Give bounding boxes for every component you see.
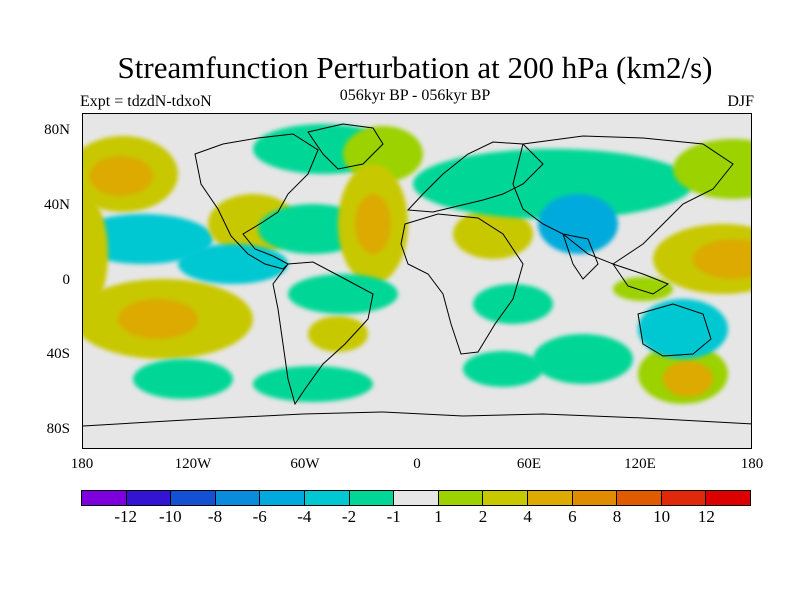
lon-label-180e: 180: [740, 456, 764, 472]
plot-subtitle: 056kyr BP - 056kyr BP: [339, 87, 491, 104]
map-panel: [82, 113, 752, 449]
anomaly-region: [355, 194, 391, 254]
lat-label-0: 0: [62, 272, 71, 288]
colorbar-box: [617, 491, 662, 505]
plot-title: Streamfunction Perturbation at 200 hPa (…: [117, 50, 713, 85]
colorbar-box: [260, 491, 305, 505]
season-label: DJF: [727, 93, 754, 110]
colorbar-box: [215, 491, 261, 505]
lat-label-80s: 80S: [46, 421, 70, 437]
lon-label-60w: 60W: [290, 456, 320, 472]
experiment-label: Expt = tdzdN-tdxoN: [80, 93, 212, 110]
lon-label-120w: 120W: [174, 456, 212, 472]
anomaly-region: [288, 274, 398, 314]
lon-label-60e: 60E: [516, 456, 542, 472]
anomaly-region: [638, 299, 728, 359]
lon-label-0: 0: [413, 456, 421, 472]
colorbar-label: 1: [434, 507, 443, 526]
colorbar-label: 12: [697, 507, 715, 526]
colorbar-label: -4: [297, 507, 312, 526]
streamfunction-field: [83, 123, 751, 427]
colorbar-box: [349, 491, 395, 505]
colorbar-label: -10: [158, 507, 182, 526]
colorbar-box: [438, 491, 484, 505]
colorbar-box: [171, 491, 216, 505]
colorbar-box: [572, 491, 618, 505]
colorbar-box: [304, 491, 350, 505]
anomaly-region: [473, 284, 553, 324]
colorbar-label: 2: [478, 507, 488, 526]
colorbar-label: -6: [252, 507, 267, 526]
colorbar-box: [126, 491, 172, 505]
anomaly-region: [613, 277, 673, 301]
colorbar-label: -12: [114, 507, 137, 526]
colorbar: [81, 490, 751, 506]
anomaly-region: [693, 239, 751, 279]
colorbar-box: [706, 491, 750, 505]
anomaly-region: [133, 359, 233, 399]
anomaly-region: [538, 194, 618, 254]
anomaly-region: [118, 299, 198, 339]
anomaly-region: [253, 366, 373, 402]
anomaly-region: [308, 316, 368, 352]
colorbar-box: [527, 491, 573, 505]
colorbar-label: -1: [386, 507, 401, 526]
colorbar-label: 6: [568, 507, 577, 526]
anomaly-region: [83, 194, 108, 314]
anomaly-region: [663, 361, 713, 397]
colorbar-label: 4: [523, 507, 532, 526]
colorbar-box: [82, 491, 127, 505]
anomaly-region: [89, 156, 153, 196]
anomaly-region: [673, 139, 751, 199]
colorbar-box: [394, 491, 439, 505]
lat-label-40s: 40S: [46, 346, 70, 362]
lon-label-180w: 180: [70, 456, 94, 472]
colorbar-label: 10: [653, 507, 671, 526]
anomaly-region: [533, 334, 633, 384]
anomaly-region: [453, 209, 533, 259]
anomaly-region: [463, 351, 543, 387]
colorbar-label: -2: [341, 507, 357, 526]
colorbar-box: [483, 491, 528, 505]
lat-label-40n: 40N: [44, 197, 70, 213]
anomaly-region: [83, 214, 213, 264]
colorbar-box: [661, 491, 707, 505]
colorbar-label: -8: [207, 507, 223, 526]
lon-label-120e: 120E: [624, 456, 656, 472]
anomaly-region: [178, 244, 288, 284]
coastlines: [83, 123, 751, 427]
colorbar-label: 8: [612, 507, 622, 526]
lat-label-80n: 80N: [44, 122, 70, 138]
anomaly-region: [413, 149, 693, 219]
